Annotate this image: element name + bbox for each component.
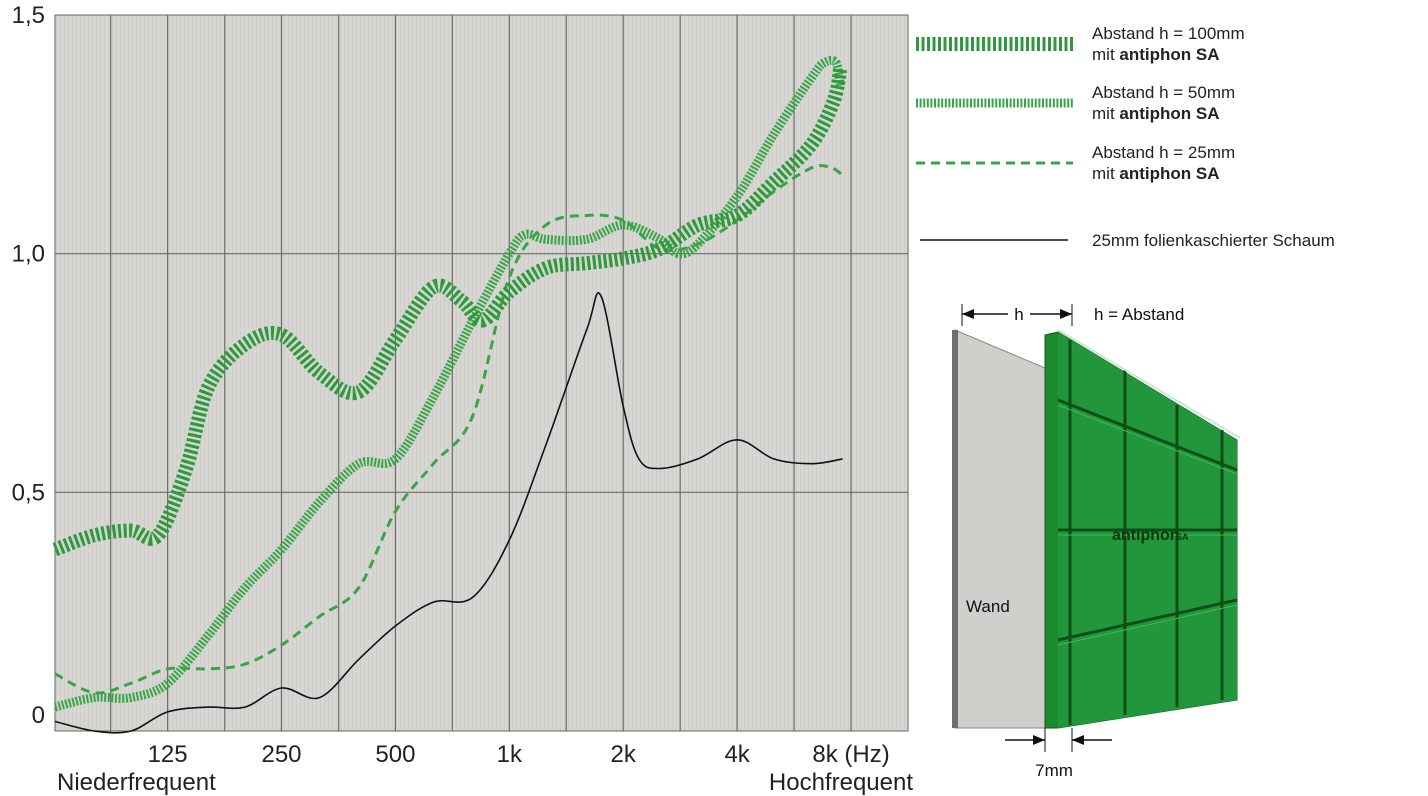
legend-label-line2: mit antiphon SA	[1092, 164, 1220, 183]
series-line-2	[54, 164, 846, 695]
panel-top-edge	[1057, 329, 1241, 439]
mounting-diagram: Wand antiphon SA h h = Abstand	[952, 304, 1241, 780]
x-tick-label: 2k	[611, 741, 637, 768]
y-tick-label: 1,5	[12, 2, 45, 29]
series-line-3	[54, 292, 843, 734]
grid	[55, 15, 908, 731]
legend-label: 25mm folienkaschierter Schaum	[1092, 231, 1335, 250]
plot-area	[52, 14, 909, 734]
wall-panel	[954, 329, 1046, 729]
series-line-0	[52, 66, 848, 557]
wall-label: Wand	[966, 597, 1010, 616]
x-tick-label: 250	[261, 741, 301, 768]
series-layer	[52, 55, 848, 734]
legend-label: Abstand h = 100mm	[1092, 24, 1245, 43]
series-line-1	[53, 55, 845, 712]
x-note-right: Hochfrequent	[769, 769, 913, 796]
legend-label-line2: mit antiphon SA	[1092, 104, 1220, 123]
h-label: h	[1014, 305, 1023, 324]
panel-grid-lines	[1057, 340, 1238, 725]
y-tick-label: 0,5	[12, 479, 45, 506]
x-tick-label: 1k	[497, 741, 523, 768]
wall-edge	[952, 330, 958, 728]
y-tick-label: 0	[32, 702, 45, 729]
thickness-arrow-right	[1072, 735, 1084, 745]
h-arrow-left	[962, 309, 974, 319]
x-tick-labels: 125 250 500 1k 2k 4k 8k (Hz)	[148, 741, 890, 768]
x-tick-label: 8k (Hz)	[812, 741, 889, 768]
h-caption: h = Abstand	[1094, 305, 1184, 324]
legend: Abstand h = 100mm mit antiphon SA Abstand …	[916, 24, 1335, 250]
legend-label-line2: mit antiphon SA	[1092, 45, 1220, 64]
thickness-label: 7mm	[1035, 761, 1073, 780]
legend-label: Abstand h = 25mm	[1092, 143, 1235, 162]
panel-label-main: antiphon	[1112, 527, 1180, 544]
x-tick-label: 125	[148, 741, 188, 768]
panel-label-sub: SA	[1176, 532, 1189, 542]
x-note-left: Niederfrequent	[57, 769, 216, 796]
panel-grid-highlights	[1057, 404, 1238, 646]
y-tick-label: 1,0	[12, 241, 45, 268]
legend-label: Abstand h = 50mm	[1092, 83, 1235, 102]
h-arrow-right	[1060, 309, 1072, 319]
plot-background	[54, 14, 909, 732]
x-tick-label: 500	[375, 741, 415, 768]
thickness-arrow-left	[1033, 735, 1045, 745]
y-tick-labels: 0 0,5 1,0 1,5	[12, 2, 45, 729]
x-tick-label: 4k	[724, 741, 750, 768]
